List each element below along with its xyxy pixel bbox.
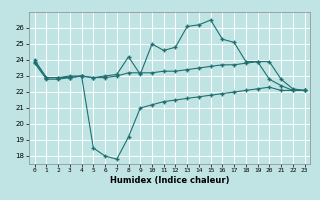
X-axis label: Humidex (Indice chaleur): Humidex (Indice chaleur)	[110, 176, 229, 185]
